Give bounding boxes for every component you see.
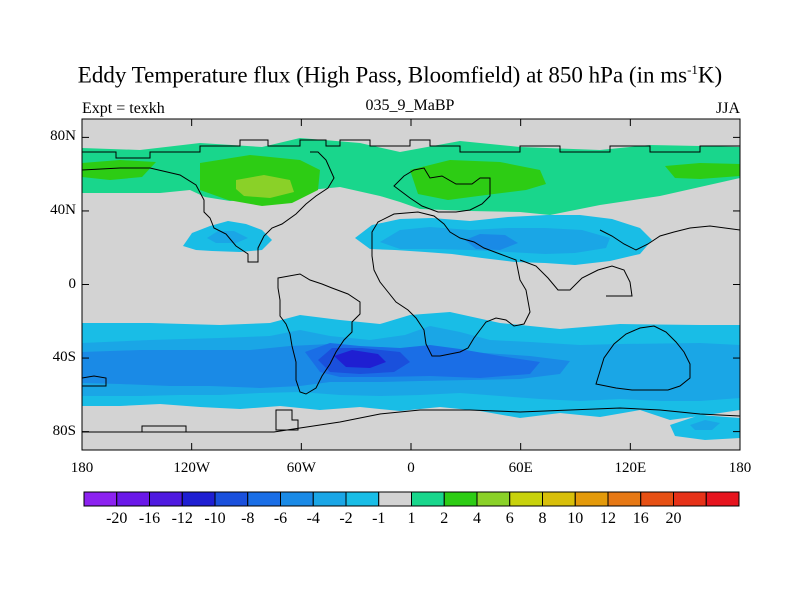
coastlines <box>82 139 740 433</box>
colorbar-label: -12 <box>171 510 193 527</box>
colorbar-label: 6 <box>505 510 514 527</box>
x-axis-ticks <box>81 119 741 450</box>
y-tick-label: 0 <box>68 275 77 292</box>
sh-negative-flux-max <box>334 350 386 368</box>
colorbar-label: -1 <box>372 510 386 527</box>
x-tick-label: 120W <box>173 460 210 476</box>
nh-asia-negative-flux-core <box>465 234 518 250</box>
colorbar-swatch <box>476 491 511 507</box>
nh-pacific-negative-flux-inner <box>207 231 248 243</box>
y-axis-ticks <box>82 136 740 433</box>
colorbar-label: 2 <box>440 510 449 527</box>
x-tick-label: 60E <box>508 460 533 476</box>
x-tick-label: 180 <box>70 460 94 476</box>
colorbar-swatch <box>640 491 674 507</box>
colorbar-label: -16 <box>138 510 161 527</box>
colorbar-label: 8 <box>538 510 547 527</box>
colorbar-label: -2 <box>339 510 353 527</box>
colorbar-label: -4 <box>306 510 320 527</box>
season-label: JJA <box>715 100 740 117</box>
x-tick-label: 120E <box>614 460 647 476</box>
colorbar-swatch <box>542 491 576 507</box>
colorbar-label: 20 <box>665 510 682 527</box>
nh-positive-flux-peak <box>236 175 294 198</box>
colorbar-swatch <box>574 491 609 507</box>
colorbar-label: 4 <box>473 510 481 527</box>
colorbar-swatch <box>607 491 642 507</box>
y-tick-label: 40N <box>50 201 76 218</box>
colorbar-swatch <box>247 491 281 507</box>
colorbar-swatch <box>280 491 314 507</box>
colorbar-swatch <box>411 491 445 507</box>
colorbar-swatch <box>116 491 150 507</box>
colorbar-swatch <box>181 491 216 507</box>
colorbar-swatch <box>345 491 380 507</box>
y-tick-label: 40S <box>52 349 76 366</box>
y-tick-label: 80S <box>52 422 76 439</box>
antarctic-edge-negative-flux-inner <box>690 420 720 430</box>
x-tick-label: 0 <box>407 460 415 476</box>
plot-title: Eddy Temperature flux (High Pass, Bloomf… <box>77 62 723 88</box>
colorbar-label: -8 <box>241 510 255 527</box>
colorbar-swatch <box>509 491 543 507</box>
colorbar <box>83 491 740 507</box>
colorbar-swatch <box>214 491 249 507</box>
colorbar-label: 12 <box>600 510 616 527</box>
colorbar-label: -20 <box>106 510 128 527</box>
colorbar-label: -10 <box>204 510 226 527</box>
colorbar-label: 1 <box>407 510 416 527</box>
colorbar-swatch <box>443 491 478 507</box>
y-tick-label: 80N <box>50 128 76 145</box>
colorbar-label: 16 <box>632 510 649 527</box>
run-id-label: 035_9_MaBP <box>365 97 455 114</box>
colorbar-swatch <box>378 491 412 507</box>
colorbar-swatch <box>83 491 118 507</box>
x-tick-label: 180 <box>728 460 752 476</box>
experiment-label: Expt = texkh <box>82 100 165 117</box>
colorbar-swatch <box>312 491 347 507</box>
map-plot-area <box>82 119 740 450</box>
colorbar-label: 10 <box>567 510 584 527</box>
colorbar-swatch <box>149 491 183 507</box>
x-tick-label: 60W <box>286 460 316 476</box>
colorbar-swatch <box>673 491 707 507</box>
colorbar-label: -6 <box>273 510 288 527</box>
colorbar-swatch <box>705 491 740 507</box>
